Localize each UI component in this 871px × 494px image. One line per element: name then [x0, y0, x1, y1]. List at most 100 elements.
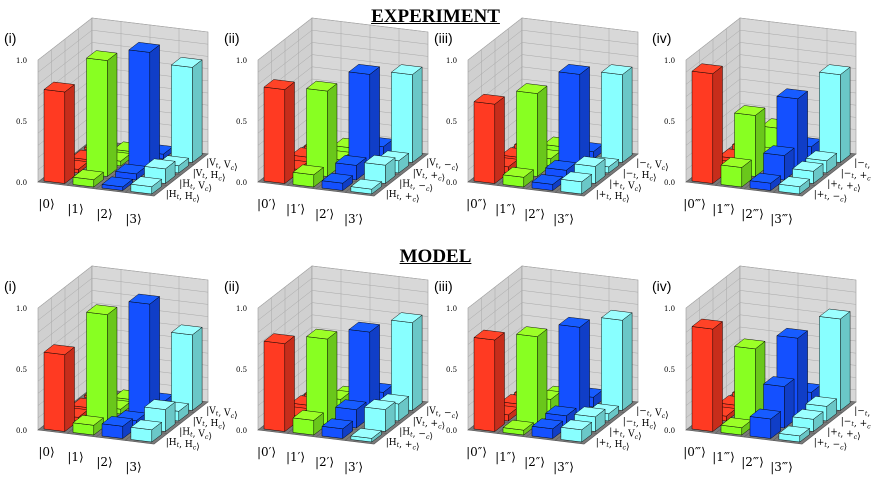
bar — [348, 64, 381, 170]
model-title: MODEL — [399, 246, 472, 267]
col-label: |−t, Vc⟩ — [636, 158, 668, 173]
col-label: |Vt, Vc⟩ — [206, 406, 237, 421]
row-label: |3⟩ — [125, 212, 141, 226]
col-label: |+t, +c⟩ — [827, 179, 860, 194]
chart-panel-model-i: (i) 0.0 0.5 1.0 |0⟩ |1⟩ |2⟩ |3⟩ |Ht, Hc⟩ |Ht, Vc… — [0, 265, 238, 483]
bar — [778, 425, 811, 443]
bar — [363, 399, 396, 432]
bar — [130, 176, 163, 195]
bar — [170, 57, 203, 163]
z-tick-label: 0.5 — [16, 118, 27, 126]
z-tick-label: 0.5 — [236, 366, 247, 374]
row-label: |3⟩ — [125, 460, 141, 474]
col-label: |+t, +c⟩ — [827, 427, 860, 442]
row-label: |2‴⟩ — [741, 207, 764, 221]
col-label: |Ht, Hc⟩ — [166, 438, 200, 453]
bar — [390, 64, 423, 163]
row-label: |0′⟩ — [257, 445, 276, 459]
chart-panel-model-ii: (ii) 0.0 0.5 1.0 |0′⟩ |1′⟩ |2′⟩ |3′⟩ |Ht, +c⟩ |H… — [220, 265, 459, 483]
z-tick-label: 0.5 — [446, 118, 457, 126]
bar — [292, 410, 325, 436]
chart-panel-exp-iv: (iv) 0.0 0.5 1.0 |0‴⟩ |1‴⟩ |2‴⟩ |3‴⟩ |+t, −c⟩ |+… — [648, 17, 871, 235]
row-label: |0″⟩ — [466, 197, 487, 211]
bar — [170, 324, 203, 411]
row-label: |1″⟩ — [495, 450, 516, 464]
bar — [733, 338, 766, 425]
z-tick-label: 0.5 — [16, 366, 27, 374]
bar3d-chart: 0.0 0.5 1.0 |0″⟩ |1″⟩ |2″⟩ |3″⟩ |+t, Hc⟩|+t, Vc… — [446, 265, 669, 474]
bar3d-chart: 0.0 0.5 1.0 |0″⟩ |1″⟩ |2″⟩ |3″⟩ |+t, Hc⟩|+t, Vc… — [446, 17, 669, 226]
bar — [101, 176, 134, 191]
row-label: |1′⟩ — [286, 202, 305, 216]
panel-label: (i) — [4, 30, 17, 46]
panel-label: (ii) — [224, 278, 240, 294]
panel-label: (iii) — [434, 278, 453, 294]
bar — [720, 417, 753, 436]
row-label: |2⟩ — [96, 455, 112, 469]
row-label: |1‴⟩ — [712, 450, 735, 464]
z-tick-label: 1.0 — [236, 57, 247, 65]
col-label: |−t, Hc⟩ — [623, 169, 657, 184]
bar — [531, 418, 564, 439]
z-tick-label: 1.0 — [446, 305, 457, 313]
z-tick-label: 0.5 — [446, 366, 457, 374]
col-label: |Ht, Vc⟩ — [179, 179, 212, 194]
chart-panel-exp-iii: (iii) 0.0 0.5 1.0 |0″⟩ |1″⟩ |2″⟩ |3″⟩ |+t, Hc⟩ |… — [430, 17, 669, 235]
z-tick-label: 0.5 — [664, 118, 675, 126]
row-label: |0‴⟩ — [683, 197, 706, 211]
z-tick-label: 0.0 — [16, 179, 27, 187]
col-label: |Vt, Vc⟩ — [206, 158, 237, 173]
col-label: |+t, −c⟩ — [814, 438, 847, 453]
col-label: |Vt, Hc⟩ — [193, 417, 226, 432]
col-label: |Vt, −c⟩ — [426, 158, 458, 173]
z-tick-label: 0.0 — [446, 179, 457, 187]
row-label: |3‴⟩ — [770, 460, 793, 474]
z-tick-label: 1.0 — [664, 57, 675, 65]
row-label: |3″⟩ — [553, 460, 574, 474]
bar — [560, 419, 593, 443]
bar — [43, 81, 76, 184]
col-label: |Vt, Hc⟩ — [193, 169, 226, 184]
z-tick-label: 0.5 — [236, 118, 247, 126]
row-label: |1″⟩ — [495, 202, 516, 216]
col-label: |Ht, −c⟩ — [399, 427, 433, 442]
bar3d-chart: 0.0 0.5 1.0 |0′⟩ |1′⟩ |2′⟩ |3′⟩ |Ht, +c⟩|Ht, −c… — [236, 17, 459, 226]
bar — [321, 418, 354, 439]
bar — [691, 318, 724, 432]
row-label: |0⟩ — [38, 445, 54, 459]
bar — [263, 333, 296, 432]
col-label: |+t, Hc⟩ — [596, 190, 630, 205]
bar — [558, 316, 591, 418]
bar — [600, 309, 633, 411]
z-tick-label: 0.0 — [446, 427, 457, 435]
chart-panel-model-iv: (iv) 0.0 0.5 1.0 |0‴⟩ |1‴⟩ |2‴⟩ |3‴⟩ |+t, −c⟩ |+… — [648, 265, 871, 483]
bar — [305, 80, 338, 177]
bar3d-chart: 0.0 0.5 1.0 |0′⟩ |1′⟩ |2′⟩ |3′⟩ |Ht, +c⟩|Ht, −c… — [236, 265, 459, 474]
bar — [72, 414, 105, 436]
bar — [85, 50, 118, 177]
col-label: |+t, −c⟩ — [814, 190, 847, 205]
bar — [473, 93, 506, 184]
bar — [292, 164, 325, 188]
bar — [691, 63, 724, 184]
z-tick-label: 0.0 — [664, 179, 675, 187]
bar — [749, 408, 782, 439]
row-label: |3′⟩ — [344, 460, 363, 474]
experiment-title: EXPERIMENT — [371, 6, 500, 27]
bar3d-chart: 0.0 0.5 1.0 |0‴⟩ |1‴⟩ |2‴⟩ |3‴⟩ |+t, −c⟩|+t, +c… — [664, 17, 871, 226]
z-tick-label: 1.0 — [16, 57, 27, 65]
chart-panel-exp-ii: (ii) 0.0 0.5 1.0 |0′⟩ |1′⟩ |2′⟩ |3′⟩ |Ht, +c⟩ |H… — [220, 17, 459, 235]
bar — [321, 172, 354, 191]
bar — [305, 328, 338, 425]
bar — [515, 83, 548, 177]
z-tick-label: 0.0 — [236, 427, 247, 435]
col-label: |−t, Hc⟩ — [623, 417, 657, 432]
z-tick-label: 0.0 — [236, 179, 247, 187]
row-label: |0′⟩ — [257, 197, 276, 211]
z-tick-label: 1.0 — [16, 305, 27, 313]
panel-label: (iii) — [434, 30, 453, 46]
row-label: |1⟩ — [67, 450, 83, 464]
panel-label: (i) — [4, 278, 17, 294]
row-label: |3‴⟩ — [770, 212, 793, 226]
bar — [363, 154, 396, 184]
